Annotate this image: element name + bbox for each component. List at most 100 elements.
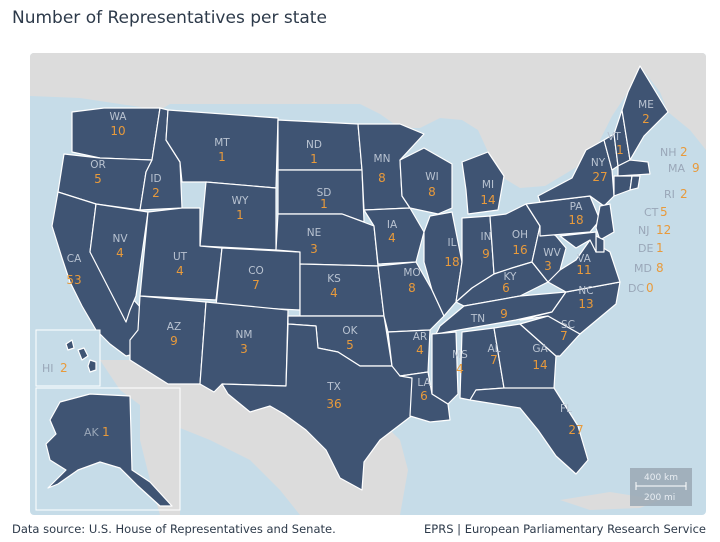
label-or-count: 5 <box>94 172 102 186</box>
label-az-count: 9 <box>170 334 178 348</box>
label-pa-abbr: PA <box>570 201 584 213</box>
label-ga-count: 14 <box>532 358 547 372</box>
label-la-abbr: LA <box>417 377 431 389</box>
label-fl-count: 27 <box>568 423 583 437</box>
label-wa-abbr: WA <box>110 111 128 123</box>
label-ms-count: 4 <box>456 362 464 376</box>
label-az-abbr: AZ <box>167 321 181 333</box>
label-mi-abbr: MI <box>482 179 494 191</box>
label-wa-count: 10 <box>110 124 125 138</box>
state-ms <box>431 331 459 405</box>
label-in-abbr: IN <box>481 231 492 243</box>
label-tx-abbr: TX <box>326 381 341 393</box>
label-ma-abbr: MA <box>668 162 685 175</box>
label-tn-count: 9 <box>500 307 508 321</box>
label-wy-abbr: WY <box>232 195 249 207</box>
label-mt-count: 1 <box>218 150 226 164</box>
label-sc-count: 7 <box>560 329 568 343</box>
label-nh-abbr: NH <box>660 146 677 159</box>
scale-mi: 200 mi <box>644 493 675 503</box>
label-md-abbr: MD <box>634 262 652 275</box>
label-mo-abbr: MO <box>403 267 420 279</box>
state-ks <box>299 263 385 317</box>
label-ne-count: 3 <box>310 242 318 256</box>
label-mt-abbr: MT <box>214 137 230 149</box>
label-al-abbr: AL <box>487 343 500 355</box>
label-me-count: 2 <box>642 112 650 126</box>
label-nd-count: 1 <box>310 152 318 166</box>
label-nj-abbr: NJ <box>638 224 649 237</box>
label-in-count: 9 <box>482 247 490 261</box>
label-ks-abbr: KS <box>327 273 341 285</box>
state-md <box>559 231 597 253</box>
label-wi-abbr: WI <box>425 171 438 183</box>
label-vt-abbr: VT <box>607 131 621 143</box>
state-il <box>423 211 463 317</box>
label-sc-abbr: SC <box>561 319 575 331</box>
label-me-abbr: ME <box>638 99 654 111</box>
label-nc-abbr: NC <box>578 285 593 297</box>
label-ct-count: 5 <box>660 205 668 219</box>
label-ak-abbr: AK <box>84 426 100 439</box>
label-ny-count: 27 <box>592 170 607 184</box>
label-mn-count: 8 <box>378 171 386 185</box>
state-labels: WA 10 OR 5 CA 53 NV 4 ID 2 MT 1 WY 1 UT … <box>42 99 700 439</box>
label-de-abbr: DE <box>638 242 653 255</box>
label-nm-abbr: NM <box>236 329 253 341</box>
label-ne-abbr: NE <box>307 227 322 239</box>
label-il-abbr: IL <box>448 237 457 249</box>
label-ga-abbr: GA <box>532 343 548 355</box>
label-ia-abbr: IA <box>387 219 398 231</box>
canada-land <box>30 53 706 188</box>
label-vt-count: 1 <box>616 143 624 157</box>
label-ok-count: 5 <box>346 338 354 352</box>
label-ri-abbr: RI <box>664 188 675 201</box>
label-nc-count: 13 <box>578 297 593 311</box>
label-la-count: 6 <box>420 389 428 403</box>
label-sd-abbr: SD <box>317 187 332 199</box>
alaska-inset <box>35 387 181 511</box>
state-la <box>399 371 451 423</box>
label-ut-count: 4 <box>176 264 184 278</box>
us-map: 400 km 200 mi WA 10 OR 5 CA 53 NV 4 ID 2… <box>30 53 706 515</box>
label-co-abbr: CO <box>248 265 264 277</box>
state-ak <box>45 393 173 507</box>
label-ca-abbr: CA <box>67 253 82 265</box>
label-il-count: 18 <box>444 255 459 269</box>
states-layer <box>51 65 669 491</box>
label-nj-count: 12 <box>656 223 671 237</box>
label-ky-abbr: KY <box>504 271 518 283</box>
label-id-count: 2 <box>152 186 160 200</box>
state-ri <box>629 175 641 191</box>
label-tx-count: 36 <box>326 397 341 411</box>
label-nm-count: 3 <box>240 342 248 356</box>
state-ny <box>537 139 615 207</box>
state-mo <box>377 261 445 333</box>
label-ri-count: 2 <box>680 187 688 201</box>
label-ak-count: 1 <box>102 425 110 439</box>
state-hi <box>65 339 97 373</box>
label-or-abbr: OR <box>90 159 106 171</box>
label-nv-abbr: NV <box>112 233 128 245</box>
label-wi-count: 8 <box>428 185 436 199</box>
map-title: Number of Representatives per state <box>12 8 327 28</box>
state-fl <box>469 387 589 475</box>
state-ma <box>617 159 651 177</box>
label-wy-count: 1 <box>236 208 244 222</box>
scale-km: 400 km <box>644 473 678 483</box>
label-wv-count: 3 <box>544 259 552 273</box>
label-ms-abbr: MS <box>452 349 468 361</box>
label-ky-count: 6 <box>502 281 510 295</box>
label-hi-count: 2 <box>60 361 68 375</box>
label-mo-count: 8 <box>408 281 416 295</box>
label-wv-abbr: WV <box>543 247 561 259</box>
data-source: Data source: U.S. House of Representativ… <box>12 522 336 536</box>
label-dc-count: 0 <box>646 281 654 295</box>
label-co-count: 7 <box>252 278 260 292</box>
label-mi-count: 14 <box>480 193 495 207</box>
credit: EPRS | European Parliamentary Research S… <box>424 522 706 536</box>
label-va-count: 11 <box>576 263 591 277</box>
label-mn-abbr: MN <box>374 153 391 165</box>
label-va-abbr: VA <box>577 253 592 265</box>
label-oh-count: 16 <box>512 243 527 257</box>
